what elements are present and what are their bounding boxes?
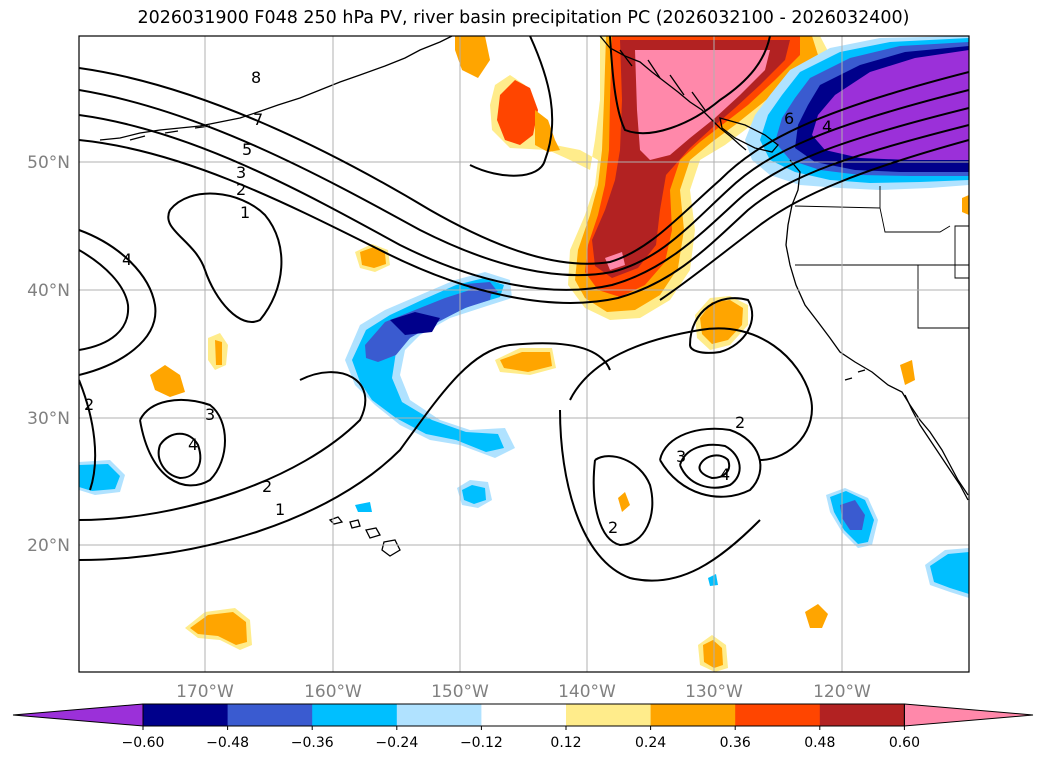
- pv-contour-labels: 8 7 5 3 2 1 4 2 3 4 2 1 2 3 4 2 6 4: [84, 68, 832, 537]
- contour-label: 4: [720, 465, 730, 484]
- contour-label: 1: [275, 500, 285, 519]
- lat-label: 30°N: [27, 409, 70, 429]
- lon-label: 150°W: [431, 682, 489, 702]
- colorbar-extend-max: [903, 703, 1034, 727]
- lon-label: 130°W: [685, 682, 743, 702]
- contour-label: 1: [240, 203, 250, 222]
- precip-shading: [79, 36, 969, 672]
- lon-label: 160°W: [304, 682, 362, 702]
- contour-label: 6: [784, 109, 794, 128]
- contour-label: 2: [262, 477, 272, 496]
- colorbar-outline: [142, 703, 905, 727]
- colorbar-tick-label: −0.36: [291, 735, 334, 751]
- contour-label: 3: [236, 163, 246, 182]
- colorbar: −0.60 −0.48 −0.36 −0.24 −0.12 0.12 0.24 0.36 0.4…: [12, 703, 1034, 751]
- colorbar-tick-label: 0.24: [635, 735, 666, 751]
- contour-label: 8: [251, 68, 261, 87]
- plot-frame: [78, 35, 970, 673]
- contour-label: 5: [242, 140, 252, 159]
- contour-label: 2: [608, 518, 618, 537]
- colorbar-extend-min: [12, 703, 144, 727]
- pv-contours: [79, 36, 969, 582]
- graticule: [79, 36, 969, 672]
- colorbar-segment: [735, 704, 821, 726]
- lat-labels: 50°N 40°N 30°N 20°N: [27, 153, 70, 556]
- contour-label: 3: [676, 447, 686, 466]
- lat-label: 20°N: [27, 536, 70, 556]
- lon-label: 170°W: [176, 682, 234, 702]
- contour-label: 3: [205, 405, 215, 424]
- colorbar-segment: [481, 704, 567, 726]
- contour-label: 7: [253, 110, 263, 129]
- map-layers: 8 7 5 3 2 1 4 2 3 4 2 1 2 3 4 2 6 4: [79, 36, 969, 672]
- contour-label: 4: [188, 435, 198, 454]
- colorbar-segment: [650, 704, 736, 726]
- map-title: 2026031900 F048 250 hPa PV, river basin …: [137, 8, 910, 28]
- colorbar-tick-label: 0.60: [889, 735, 920, 751]
- contour-label: 4: [822, 117, 832, 136]
- lon-label: 120°W: [813, 682, 871, 702]
- colorbar-tick-label: 0.36: [720, 735, 751, 751]
- colorbar-segment: [143, 704, 229, 726]
- lat-label: 50°N: [27, 153, 70, 173]
- colorbar-tick-label: 0.48: [804, 735, 835, 751]
- colorbar-tick-label: −0.12: [460, 735, 503, 751]
- colorbar-segment: [227, 704, 313, 726]
- lon-label: 140°W: [558, 682, 616, 702]
- colorbar-segment: [312, 704, 398, 726]
- contour-label: 2: [735, 413, 745, 432]
- contour-label: 2: [236, 180, 246, 199]
- contour-label: 4: [122, 250, 132, 269]
- contour-label: 2: [84, 395, 94, 414]
- colorbar-tick-label: −0.60: [122, 735, 165, 751]
- colorbar-tick-label: −0.48: [206, 735, 249, 751]
- colorbar-tick-label: 0.12: [550, 735, 581, 751]
- colorbar-segment: [566, 704, 652, 726]
- colorbar-segment: [819, 704, 905, 726]
- colorbar-segment: [396, 704, 482, 726]
- lat-label: 40°N: [27, 281, 70, 301]
- colorbar-tick-label: −0.24: [375, 735, 418, 751]
- lon-labels: 170°W 160°W 150°W 140°W 130°W 120°W: [176, 682, 871, 702]
